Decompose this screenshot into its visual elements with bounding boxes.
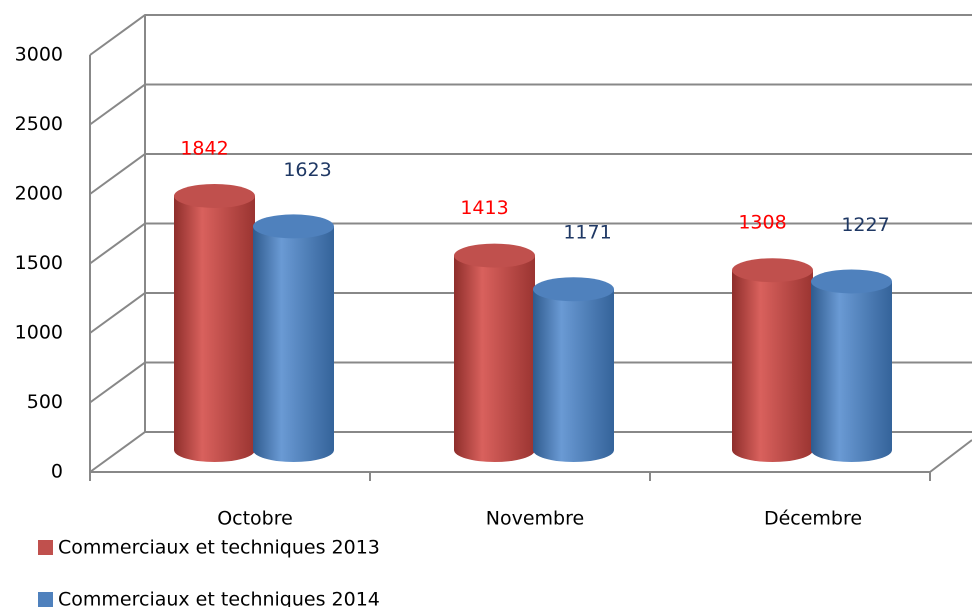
- bar-base: [253, 438, 334, 462]
- grid-line: [89, 83, 972, 126]
- x-tick-label: Décembre: [764, 508, 862, 530]
- y-tick-label: 0: [51, 461, 63, 483]
- y-tick-label: 3000: [15, 44, 63, 66]
- y-tick-label: 2500: [15, 113, 63, 135]
- bar: [811, 269, 892, 462]
- bar-top: [253, 214, 334, 239]
- y-tick-label: 500: [27, 391, 63, 413]
- bar-base: [811, 438, 892, 462]
- data-label: 1227: [841, 214, 889, 236]
- data-label: 1308: [738, 212, 786, 234]
- bar-body: [732, 270, 813, 450]
- legend-label: Commerciaux et techniques 2013: [58, 537, 380, 559]
- bar-base: [174, 438, 255, 462]
- bar-base: [454, 438, 535, 462]
- grid-line: [89, 222, 972, 265]
- data-label: 1413: [460, 197, 508, 219]
- bar-top: [533, 277, 614, 302]
- bar-body: [253, 226, 334, 450]
- legend-swatch: [38, 540, 53, 555]
- bar-base: [732, 438, 813, 462]
- legend-label: Commerciaux et techniques 2014: [58, 589, 380, 607]
- bar-body: [174, 195, 255, 450]
- bar-body: [533, 289, 614, 450]
- data-label: 1623: [283, 159, 331, 181]
- x-tick-label: Octobre: [217, 508, 293, 530]
- grid-line: [89, 14, 972, 56]
- y-tick-label: 1000: [15, 322, 63, 344]
- grid-line: [89, 361, 972, 404]
- bar: [732, 258, 813, 462]
- data-label: 1171: [563, 222, 611, 244]
- bar-top: [454, 243, 535, 268]
- bar-body: [811, 281, 892, 450]
- bar-top: [811, 269, 892, 294]
- bar-top: [732, 258, 813, 283]
- bar: [533, 277, 614, 462]
- bar: [174, 183, 255, 462]
- bar-base: [533, 438, 614, 462]
- y-tick-label: 1500: [15, 252, 63, 274]
- bar: [253, 214, 334, 462]
- data-label: 1842: [180, 137, 228, 159]
- bar: [454, 243, 535, 462]
- grid-line: [89, 292, 972, 334]
- grid-line: [89, 153, 972, 195]
- y-tick-label: 2000: [15, 183, 63, 205]
- grid-line: [89, 431, 972, 473]
- bar-body: [454, 255, 535, 450]
- bar-top: [174, 183, 255, 208]
- legend-swatch: [38, 592, 53, 607]
- x-tick-label: Novembre: [486, 508, 584, 530]
